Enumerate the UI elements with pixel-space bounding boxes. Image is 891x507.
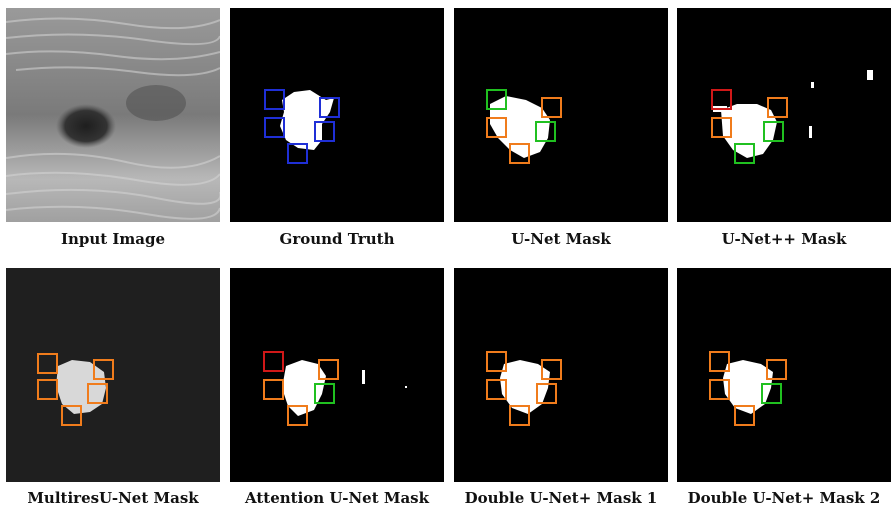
- unetpp-mask: [711, 70, 873, 164]
- ultrasound-image: [6, 8, 220, 222]
- caption-input-image: Input Image: [60, 230, 166, 248]
- caption-ground-truth: Ground Truth: [279, 230, 395, 248]
- double1-mask: [486, 351, 562, 426]
- caption-attention: Attention U-Net Mask: [244, 489, 430, 507]
- caption-unetpp: U-Net++ Mask: [721, 230, 847, 248]
- caption-double2: Double U-Net+ Mask 2: [687, 489, 881, 507]
- attention-panel: [230, 268, 444, 482]
- unet-mask: [486, 89, 562, 164]
- caption-multires: MultiresU-Net Mask: [27, 489, 199, 507]
- input-image-panel: [6, 8, 220, 222]
- caption-unet: U-Net Mask: [511, 230, 611, 248]
- double2-mask: [709, 351, 787, 426]
- multires-panel: [6, 268, 220, 482]
- ground-truth-panel: [230, 8, 444, 222]
- caption-double1: Double U-Net+ Mask 1: [464, 489, 658, 507]
- ground-truth-mask: [264, 89, 340, 164]
- double2-panel: [677, 268, 891, 482]
- unet-panel: [454, 8, 668, 222]
- multires-mask: [37, 353, 114, 426]
- attention-mask: [263, 351, 407, 426]
- double1-panel: [454, 268, 668, 482]
- unetpp-panel: [677, 8, 891, 222]
